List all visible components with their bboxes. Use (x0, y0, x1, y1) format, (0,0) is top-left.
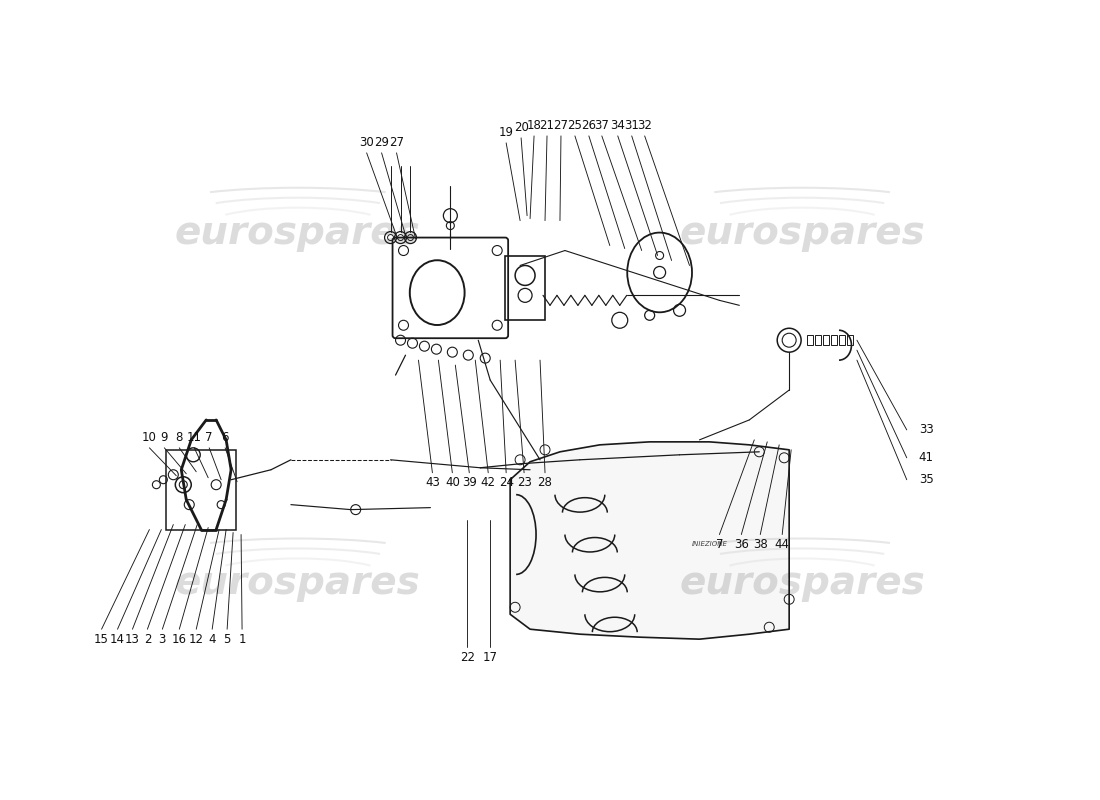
Text: 2: 2 (144, 633, 151, 646)
Text: 43: 43 (425, 476, 440, 490)
Text: 9: 9 (161, 431, 168, 444)
Text: 33: 33 (918, 423, 934, 436)
Text: 23: 23 (517, 476, 531, 490)
Text: 41: 41 (918, 451, 934, 464)
Text: 6: 6 (221, 431, 229, 444)
Text: 44: 44 (774, 538, 790, 551)
Text: 37: 37 (594, 119, 609, 133)
Text: 22: 22 (460, 650, 475, 664)
Text: 5: 5 (223, 633, 231, 646)
Text: 32: 32 (637, 119, 652, 133)
Text: 8: 8 (176, 431, 183, 444)
Text: 4: 4 (208, 633, 216, 646)
Text: 10: 10 (142, 431, 157, 444)
Text: 20: 20 (514, 122, 528, 134)
Text: 25: 25 (568, 119, 582, 133)
Text: 19: 19 (498, 126, 514, 139)
Text: 7: 7 (716, 538, 723, 551)
Text: 26: 26 (582, 119, 596, 133)
Text: 18: 18 (527, 119, 541, 133)
Text: 28: 28 (538, 476, 552, 490)
Bar (166, 450, 236, 530)
Text: 13: 13 (125, 633, 140, 646)
Text: 34: 34 (610, 119, 625, 133)
Text: 27: 27 (553, 119, 569, 133)
Text: eurospares: eurospares (175, 564, 421, 602)
Text: 16: 16 (172, 633, 187, 646)
Text: 42: 42 (481, 476, 496, 490)
Bar (847, 335, 852, 345)
Bar (505, 255, 544, 320)
Text: 12: 12 (189, 633, 204, 646)
Text: eurospares: eurospares (679, 214, 925, 251)
Text: 40: 40 (444, 476, 460, 490)
Text: 24: 24 (498, 476, 514, 490)
Text: 35: 35 (918, 474, 934, 486)
Text: 31: 31 (625, 119, 639, 133)
Text: 29: 29 (374, 136, 389, 150)
Text: 27: 27 (389, 136, 404, 150)
Bar (839, 335, 845, 345)
Text: 14: 14 (110, 633, 125, 646)
Text: 15: 15 (95, 633, 109, 646)
Text: 21: 21 (539, 119, 554, 133)
Text: 3: 3 (158, 633, 166, 646)
Bar (823, 335, 829, 345)
Text: eurospares: eurospares (679, 564, 925, 602)
Text: 39: 39 (462, 476, 476, 490)
Text: INIEZIONE: INIEZIONE (692, 542, 727, 547)
Text: 17: 17 (483, 650, 497, 664)
Bar (830, 335, 837, 345)
Text: 38: 38 (752, 538, 768, 551)
Text: 7: 7 (206, 431, 213, 444)
Polygon shape (510, 442, 789, 639)
Bar (807, 335, 813, 345)
Text: 1: 1 (239, 633, 245, 646)
Text: eurospares: eurospares (175, 214, 421, 251)
Text: 11: 11 (187, 431, 201, 444)
Text: 30: 30 (360, 136, 374, 150)
Text: 36: 36 (734, 538, 749, 551)
Bar (815, 335, 821, 345)
